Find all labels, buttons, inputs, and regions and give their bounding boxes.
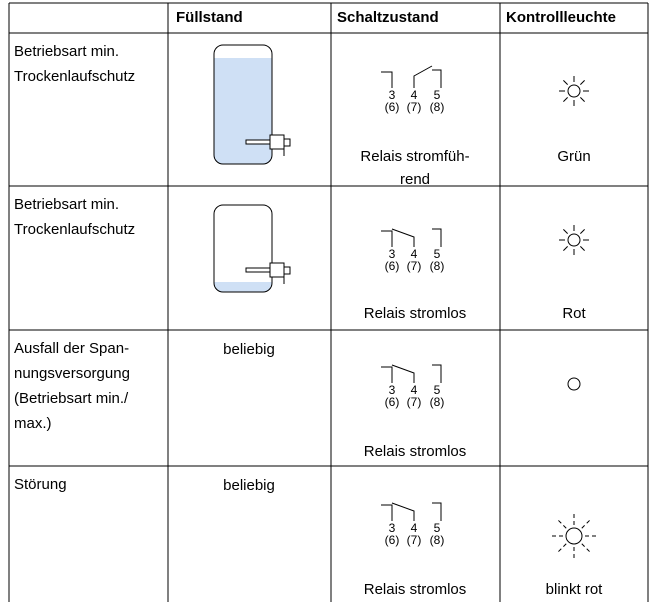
relay-text: Relais stromlos [364,581,467,598]
relay-text: Relais stromlos [364,305,467,322]
lamp [565,527,583,545]
lamp [567,84,581,98]
terminal-label: (8) [430,533,445,547]
terminal-label: 4 [411,521,418,535]
contact [381,230,393,247]
ray [581,518,592,529]
lamp-text: Rot [562,305,586,322]
mode-text: Ausfall der Span- [14,340,129,357]
terminal-label: 5 [434,383,441,397]
tank-full [213,44,291,165]
terminal-label: 5 [434,521,441,535]
relay-symbol [381,364,442,383]
contact [432,228,442,247]
tank-empty [213,204,291,293]
ray [563,246,568,251]
contact [391,228,415,247]
ray [580,97,585,102]
contact [381,71,393,88]
lamp [567,233,581,247]
terminal-label: (6) [385,259,400,273]
terminal-label: (7) [407,100,422,114]
level-text: beliebig [223,341,275,358]
ray [580,229,585,234]
relay-text: rend [400,171,430,188]
terminal-label: 3 [389,88,396,102]
lamp-text: blinkt rot [546,581,604,598]
ray [556,518,567,529]
header-cell: Füllstand [176,9,243,26]
terminal-label: (6) [385,533,400,547]
relay-symbol [381,65,442,88]
mode-text: nungsversorgung [14,365,130,382]
ray [580,80,585,85]
terminal-label: (7) [407,259,422,273]
terminal-label: (8) [430,259,445,273]
ray [563,229,568,234]
lamp-icon [559,225,589,255]
mode-text: Betriebsart min. [14,196,119,213]
terminal-label: 3 [389,247,396,261]
ray [580,246,585,251]
lamp [567,377,581,391]
contact [381,366,393,383]
terminal-label: 4 [411,383,418,397]
terminal-label: (7) [407,533,422,547]
header-cell: Kontrollleuchte [506,9,616,26]
contact [381,504,393,521]
grid [8,2,649,602]
ray [563,80,568,85]
terminal-label: 5 [434,247,441,261]
terminal-label: 4 [411,247,418,261]
mode-text: Störung [14,476,67,493]
lamp-icon [559,76,589,106]
terminal-label: 3 [389,521,396,535]
ray [556,543,567,554]
terminal-label: (7) [407,395,422,409]
mode-text: Trockenlaufschutz [14,68,135,85]
contact [391,502,415,521]
contact [432,502,442,521]
mode-text: Betriebsart min. [14,43,119,60]
terminal-label: 3 [389,383,396,397]
terminal-label: 4 [411,88,418,102]
relay-symbol [381,502,442,521]
mode-text: max.) [14,415,52,432]
terminal-label: (6) [385,100,400,114]
mode-text: Trockenlaufschutz [14,221,135,238]
level-text: beliebig [223,477,275,494]
terminal-label: 5 [434,88,441,102]
lamp-text: Grün [557,148,590,165]
relay-text: Relais stromfüh- [360,148,469,165]
lamp-icon [550,512,598,560]
contact [432,364,442,383]
terminal-label: (8) [430,395,445,409]
mode-text: (Betriebsart min./ [14,390,129,407]
relay-text: Relais stromlos [364,443,467,460]
contact [413,65,433,88]
contact [432,69,442,88]
contact [391,364,415,383]
ray [563,97,568,102]
terminal-label: (6) [385,395,400,409]
relay-symbol [381,228,442,247]
header-cell: Schaltzustand [337,9,439,26]
lamp-icon [567,377,581,391]
terminal-label: (8) [430,100,445,114]
ray [581,543,592,554]
